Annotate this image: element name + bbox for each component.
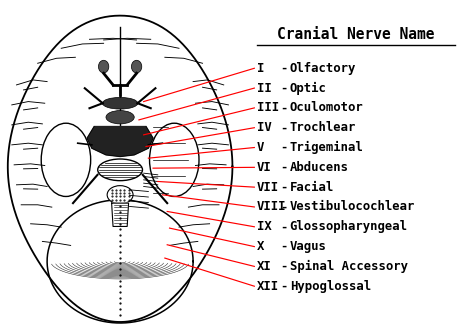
Text: -: -	[280, 62, 288, 75]
Text: Cranial Nerve Name: Cranial Nerve Name	[277, 27, 434, 43]
Text: VIII: VIII	[257, 200, 286, 213]
Text: XII: XII	[257, 280, 279, 293]
Text: Vagus: Vagus	[290, 240, 326, 253]
Text: Facial: Facial	[290, 180, 334, 194]
Text: -: -	[280, 260, 288, 273]
Text: -: -	[280, 161, 288, 174]
Text: II: II	[257, 82, 271, 95]
Ellipse shape	[131, 60, 142, 73]
Text: -: -	[280, 280, 288, 293]
Ellipse shape	[41, 123, 91, 196]
Text: Spinal Accessory: Spinal Accessory	[290, 260, 408, 273]
Text: -: -	[280, 200, 288, 213]
Text: -: -	[280, 82, 288, 95]
Text: VI: VI	[257, 161, 271, 174]
Ellipse shape	[106, 111, 134, 124]
Text: Vestibulocochlear: Vestibulocochlear	[290, 200, 415, 213]
Text: -: -	[280, 141, 288, 154]
Polygon shape	[112, 203, 129, 226]
Text: IX: IX	[257, 220, 271, 233]
Text: Trigeminal: Trigeminal	[290, 141, 364, 154]
Text: -: -	[280, 180, 288, 194]
Text: X: X	[257, 240, 264, 253]
Text: -: -	[280, 220, 288, 233]
Ellipse shape	[150, 123, 199, 196]
Text: Glossopharyngeal: Glossopharyngeal	[290, 220, 408, 233]
Ellipse shape	[98, 159, 142, 180]
Text: XI: XI	[257, 260, 271, 273]
Ellipse shape	[107, 186, 133, 204]
Text: V: V	[257, 141, 264, 154]
Polygon shape	[87, 127, 153, 157]
Polygon shape	[47, 200, 193, 323]
Ellipse shape	[98, 60, 109, 73]
Text: -: -	[280, 121, 288, 134]
Ellipse shape	[103, 98, 138, 109]
Text: Olfactory: Olfactory	[290, 62, 356, 75]
Text: Hypoglossal: Hypoglossal	[290, 280, 371, 293]
Text: Abducens: Abducens	[290, 161, 349, 174]
Text: Optic: Optic	[290, 82, 326, 95]
Text: III: III	[257, 101, 279, 115]
Text: Oculomotor: Oculomotor	[290, 101, 364, 115]
Text: IV: IV	[257, 121, 271, 134]
Text: -: -	[280, 240, 288, 253]
Polygon shape	[8, 16, 233, 322]
Text: Trochlear: Trochlear	[290, 121, 356, 134]
Text: VII: VII	[257, 180, 279, 194]
Text: -: -	[280, 101, 288, 115]
Text: I: I	[257, 62, 264, 75]
